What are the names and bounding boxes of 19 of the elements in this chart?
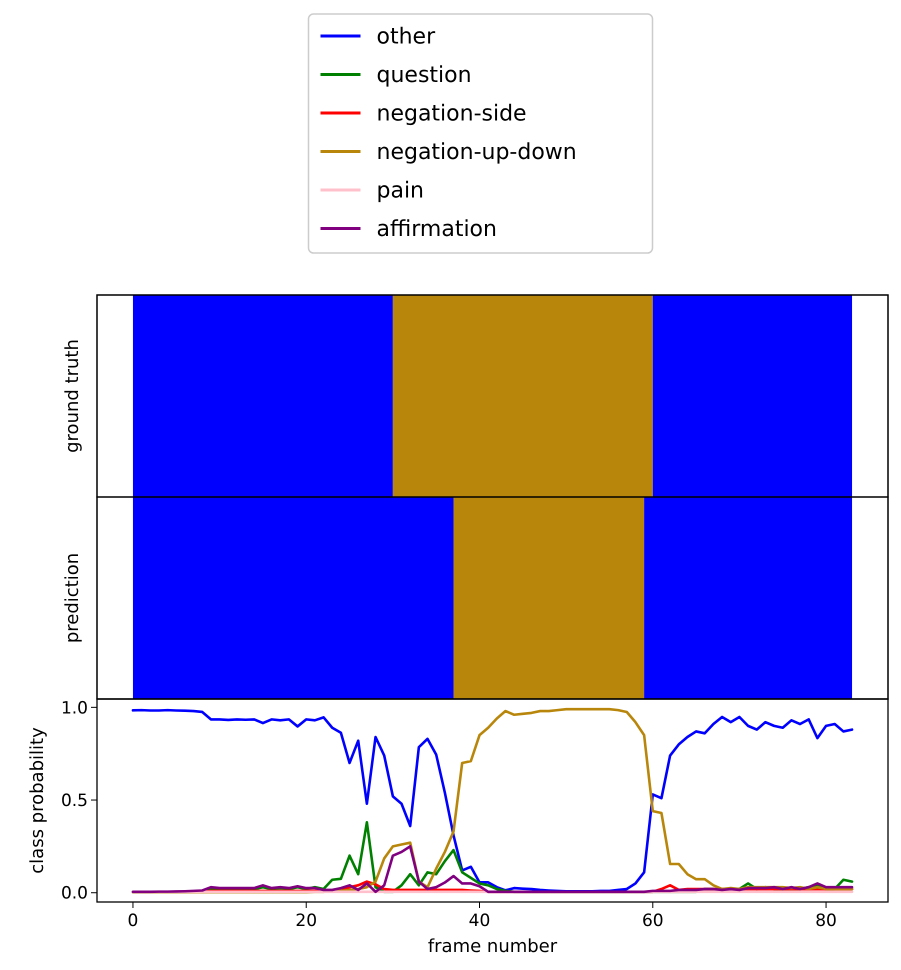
legend-label: pain bbox=[376, 178, 424, 204]
x-axis-title: frame number bbox=[428, 936, 558, 957]
line-series bbox=[132, 845, 854, 894]
x-tick-label: 60 bbox=[642, 911, 664, 931]
y-axis-title: class probability bbox=[27, 726, 48, 874]
y-tick-label: 1.0 bbox=[60, 698, 88, 718]
y-tick-label: 0.5 bbox=[60, 790, 88, 811]
legend-label: question bbox=[376, 63, 472, 88]
y-tick-label: ground truth bbox=[62, 339, 83, 453]
x-tick-label: 0 bbox=[128, 911, 138, 931]
legend-label: negation-up-down bbox=[376, 140, 577, 166]
x-tick-label: 40 bbox=[468, 911, 490, 931]
x-tick-label: 20 bbox=[295, 911, 318, 931]
legend-label: negation-side bbox=[376, 102, 527, 127]
y-tick-label: prediction bbox=[62, 552, 83, 644]
legend-label: other bbox=[376, 24, 436, 50]
legend-label: affirmation bbox=[376, 217, 497, 242]
y-tick-label: 0.0 bbox=[60, 884, 88, 904]
x-tick-label: 80 bbox=[815, 911, 837, 931]
